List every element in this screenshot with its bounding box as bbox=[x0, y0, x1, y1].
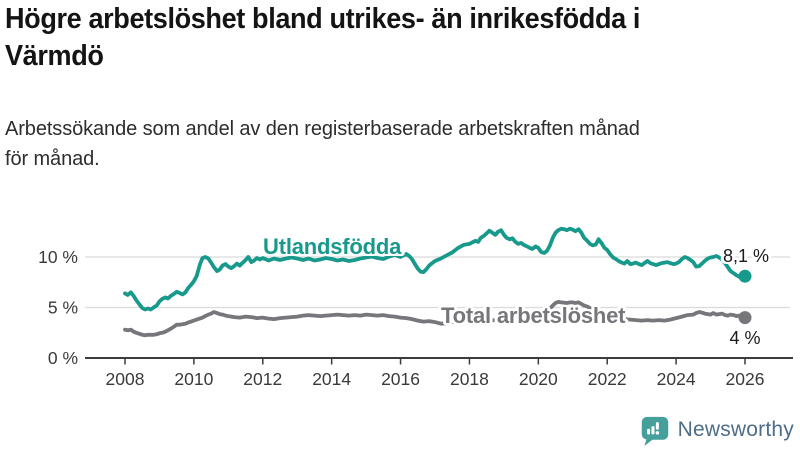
x-axis-label: 2014 bbox=[312, 369, 351, 389]
page-title: Högre arbetslöshet bland utrikes- än inr… bbox=[5, 3, 641, 72]
end-value-label-utlandsfodda: 8,1 % bbox=[722, 246, 770, 266]
x-axis-label: 2018 bbox=[450, 369, 489, 389]
x-axis-label: 2026 bbox=[726, 369, 765, 389]
y-axis-label: 0 % bbox=[48, 348, 78, 368]
x-axis-label: 2022 bbox=[588, 369, 627, 389]
end-value-label-total-arbetsloshet: 4 % bbox=[729, 328, 761, 348]
x-axis-label: 2008 bbox=[106, 369, 145, 389]
x-axis-label: 2016 bbox=[381, 369, 420, 389]
series-line-0 bbox=[123, 226, 747, 312]
series-line-1 bbox=[123, 299, 747, 338]
x-axis-label: 2010 bbox=[174, 369, 213, 389]
series-end-dot-0 bbox=[738, 269, 752, 283]
page-subtitle: Arbetssökande som andel av den registerb… bbox=[5, 118, 640, 170]
series-label-utlandsfodda: Utlandsfödda bbox=[263, 234, 402, 259]
x-axis-label: 2012 bbox=[243, 369, 282, 389]
newsworthy-brand-text: Newsworthy bbox=[677, 418, 794, 441]
series-end-dot-1 bbox=[738, 311, 752, 325]
newsworthy-logo-icon bbox=[641, 416, 668, 446]
x-axis-label: 2024 bbox=[657, 369, 696, 389]
y-axis-label: 10 % bbox=[38, 247, 78, 267]
footer-branding: Newsworthy bbox=[640, 414, 794, 446]
y-axis-label: 5 % bbox=[48, 298, 78, 318]
x-axis-label: 2020 bbox=[519, 369, 558, 389]
series-label-total-arbetsloshet: Total arbetslöshet bbox=[441, 303, 626, 328]
